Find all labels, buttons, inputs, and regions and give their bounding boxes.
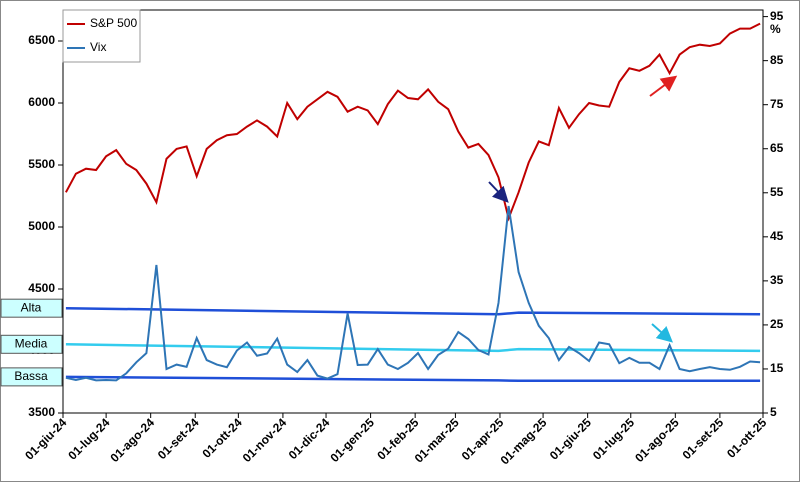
y-tick-label: 5000 xyxy=(28,219,55,233)
legend-label: S&P 500 xyxy=(90,16,137,30)
series-line xyxy=(65,22,761,222)
annotation-arrow xyxy=(649,75,678,97)
band-label: Bassa xyxy=(14,369,48,383)
series-line xyxy=(65,205,761,382)
band-label-box xyxy=(0,367,63,387)
y2-tick-label: 75 xyxy=(770,97,784,111)
annotation-arrow xyxy=(488,181,509,203)
legend: S&P 500 Vix xyxy=(62,9,141,63)
y-tick-label: 6500 xyxy=(28,33,55,47)
y2-tick-label: 15 xyxy=(770,361,784,375)
y-tick-label: 6000 xyxy=(28,95,55,109)
band-line xyxy=(65,375,761,383)
y2-tick-label: 65 xyxy=(770,141,784,155)
band-label-box xyxy=(0,298,63,318)
lines xyxy=(65,22,761,383)
y2-tick-label: 45 xyxy=(770,229,784,243)
band-label-box xyxy=(0,334,63,354)
annotation-arrow xyxy=(651,323,673,343)
y2-tick-label: 55 xyxy=(770,185,784,199)
plot-area xyxy=(62,9,764,414)
band-label: Media xyxy=(15,336,48,350)
band-label: Alta xyxy=(21,300,42,314)
y-tick-label: 3500 xyxy=(28,405,55,419)
band-line xyxy=(65,306,761,316)
y2-axis-label: % xyxy=(770,22,781,36)
legend-label: Vix xyxy=(90,40,106,54)
y2-tick-label: 85 xyxy=(770,53,784,67)
y2-tick-label: 5 xyxy=(770,405,777,419)
y-tick-label: 5500 xyxy=(28,157,55,171)
y2-tick-label: 95 xyxy=(770,9,784,23)
y-tick-label: 4500 xyxy=(28,281,55,295)
y2-tick-label: 35 xyxy=(770,273,784,287)
band-line xyxy=(65,343,761,353)
legend-box xyxy=(62,9,141,63)
y2-tick-label: 25 xyxy=(770,317,784,331)
